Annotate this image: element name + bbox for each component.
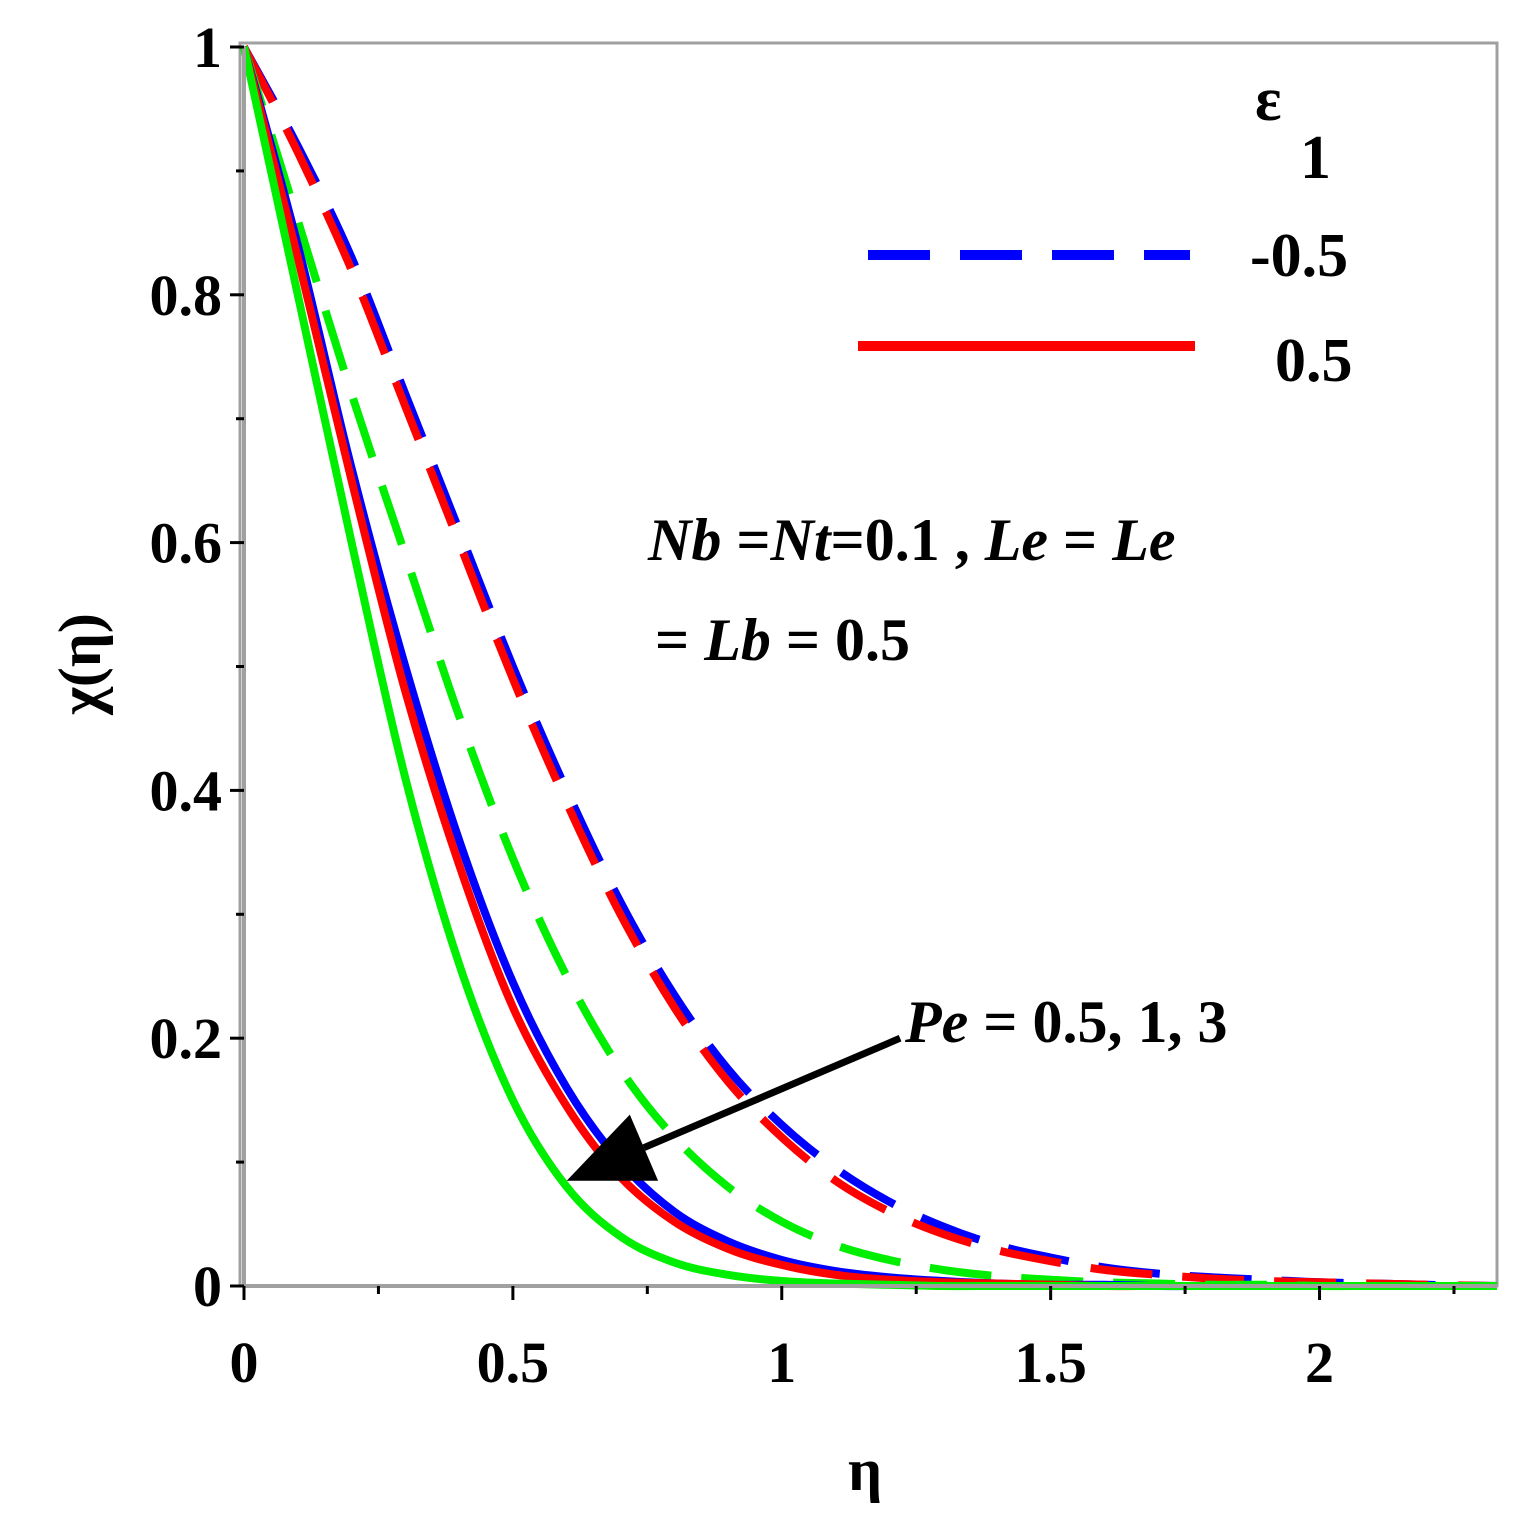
- legend-label-neg: -0.5: [1250, 222, 1348, 290]
- y-tick-label: 0.2: [150, 1006, 223, 1071]
- legend-title-subscript: 1: [1300, 124, 1331, 192]
- series-line-1: [240, 45, 1498, 1290]
- x-tick-label: 1.5: [1014, 1330, 1087, 1395]
- pe-annotation: Pe = 0.5, 1, 3: [904, 989, 1227, 1055]
- y-tick-label: 0.4: [150, 758, 223, 823]
- curves-layer: [240, 45, 1498, 1291]
- parameter-annotation-line2: = Lb = 0.5: [655, 607, 910, 673]
- x-axis-title: η: [848, 1437, 882, 1503]
- y-axis-title: χ(η): [47, 613, 113, 716]
- annotation-arrow-head: [566, 1114, 659, 1181]
- y-tick-label: 0.6: [150, 511, 223, 576]
- parameter-annotation-line1: Nb =Nt=0.1 , Le = Le: [647, 507, 1176, 573]
- x-tick-label: 0.5: [477, 1330, 550, 1395]
- x-tick-label: 2: [1305, 1330, 1334, 1395]
- axes-layer: 0 0.5 1 1.5 2 0 0.2 0.4 0.6 0.8 1: [150, 15, 1497, 1395]
- y-tick-label: 0.8: [150, 263, 223, 328]
- legend-title-epsilon: ε: [1255, 66, 1282, 134]
- series-line-2: [240, 45, 1498, 1290]
- y-tick-label: 0: [193, 1254, 222, 1319]
- x-tick-label: 0: [230, 1330, 259, 1395]
- annotation-arrow-shaft: [642, 1034, 902, 1151]
- y-tick-label: 1: [193, 15, 222, 80]
- legend-label-pos: 0.5: [1275, 327, 1353, 395]
- x-tick-label: 1: [767, 1330, 796, 1395]
- legend: ε 1 -0.5 0.5: [858, 66, 1353, 395]
- arrow-layer: [566, 1034, 902, 1181]
